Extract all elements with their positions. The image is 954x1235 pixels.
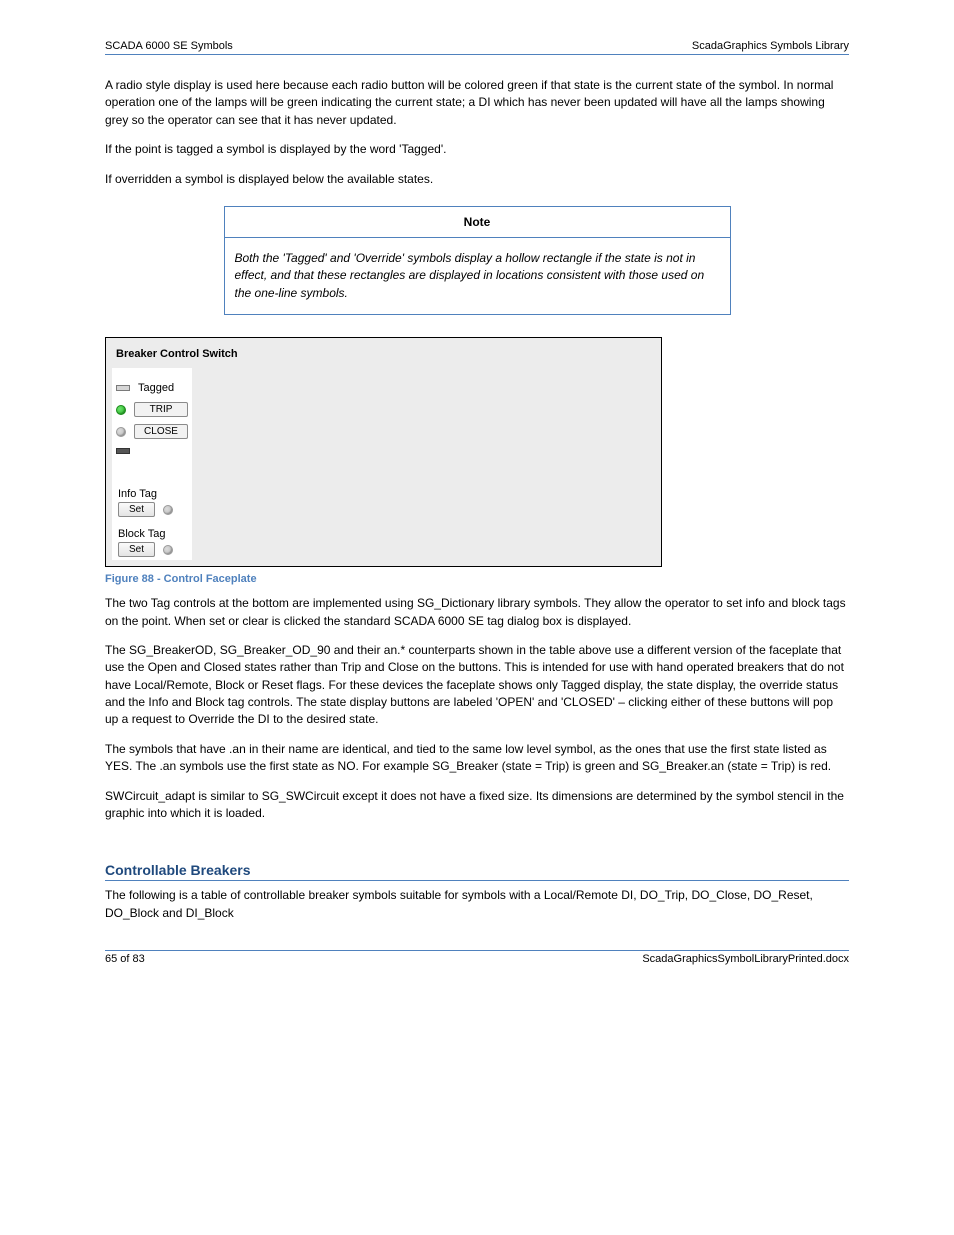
block-tag-block: Block Tag Set — [118, 528, 173, 557]
figure: Breaker Control Switch Tagged TRIP CLOSE — [105, 337, 849, 585]
header-right: ScadaGraphics Symbols Library — [692, 40, 849, 52]
info-tag-block: Info Tag Set — [118, 488, 173, 517]
trip-button[interactable]: TRIP — [134, 402, 188, 417]
after-figure-text: The two Tag controls at the bottom are i… — [105, 595, 849, 822]
close-button[interactable]: CLOSE — [134, 424, 188, 439]
override-icon — [116, 448, 130, 454]
intro-p3: If overridden a symbol is displayed belo… — [105, 171, 849, 188]
block-tag-label: Block Tag — [118, 528, 173, 540]
section-text: The following is a table of controllable… — [105, 887, 849, 922]
header-left: SCADA 6000 SE Symbols — [105, 40, 233, 52]
after-p2: The SG_BreakerOD, SG_Breaker_OD_90 and t… — [105, 642, 849, 729]
block-tag-led-icon — [163, 545, 173, 555]
tagged-row: Tagged — [116, 382, 174, 394]
note-box: Note Both the 'Tagged' and 'Override' sy… — [224, 206, 731, 315]
section-p: The following is a table of controllable… — [105, 887, 849, 922]
block-tag-set-button[interactable]: Set — [118, 542, 155, 557]
figure-caption: Figure 88 - Control Faceplate — [105, 573, 849, 585]
faceplate-panel: Breaker Control Switch Tagged TRIP CLOSE — [105, 337, 662, 567]
after-p1: The two Tag controls at the bottom are i… — [105, 595, 849, 630]
note-header: Note — [225, 207, 730, 238]
section-rule — [105, 880, 849, 881]
header-rule — [105, 54, 849, 55]
info-tag-led-icon — [163, 505, 173, 515]
tagged-icon — [116, 385, 130, 391]
section-title: Controllable Breakers — [105, 862, 849, 878]
intro-p1: A radio style display is used here becau… — [105, 77, 849, 129]
page-header: SCADA 6000 SE Symbols ScadaGraphics Symb… — [105, 40, 849, 52]
led-trip-icon — [116, 405, 126, 415]
override-row — [116, 448, 130, 454]
footer-rule — [105, 950, 849, 951]
after-p4: SWCircuit_adapt is similar to SG_SWCircu… — [105, 788, 849, 823]
led-close-icon — [116, 427, 126, 437]
note-body: Both the 'Tagged' and 'Override' symbols… — [225, 238, 730, 314]
trip-row: TRIP — [116, 402, 188, 417]
footer-left: 65 of 83 — [105, 953, 145, 965]
tagged-label: Tagged — [138, 382, 174, 394]
panel-title: Breaker Control Switch — [116, 348, 238, 360]
info-tag-set-button[interactable]: Set — [118, 502, 155, 517]
footer-right: ScadaGraphicsSymbolLibraryPrinted.docx — [642, 953, 849, 965]
intro-p2: If the point is tagged a symbol is displ… — [105, 141, 849, 158]
close-row: CLOSE — [116, 424, 188, 439]
page-footer: 65 of 83 ScadaGraphicsSymbolLibraryPrint… — [105, 953, 849, 965]
after-p3: The symbols that have .an in their name … — [105, 741, 849, 776]
info-tag-label: Info Tag — [118, 488, 173, 500]
intro-text: A radio style display is used here becau… — [105, 77, 849, 188]
